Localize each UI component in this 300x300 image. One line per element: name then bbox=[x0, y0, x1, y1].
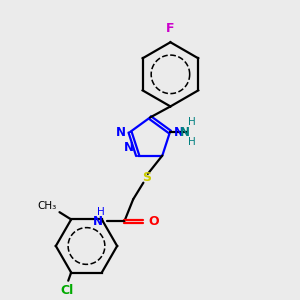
Text: O: O bbox=[148, 215, 159, 228]
Text: N: N bbox=[173, 125, 184, 139]
Text: N: N bbox=[124, 141, 134, 154]
Text: Cl: Cl bbox=[60, 284, 74, 297]
Text: H: H bbox=[97, 207, 105, 217]
Text: N: N bbox=[92, 215, 103, 228]
Text: N: N bbox=[180, 125, 190, 139]
Text: H: H bbox=[188, 117, 196, 127]
Text: F: F bbox=[166, 22, 175, 35]
Text: S: S bbox=[142, 171, 151, 184]
Text: N: N bbox=[116, 125, 126, 139]
Text: CH₃: CH₃ bbox=[37, 201, 57, 211]
Text: H: H bbox=[188, 137, 196, 147]
